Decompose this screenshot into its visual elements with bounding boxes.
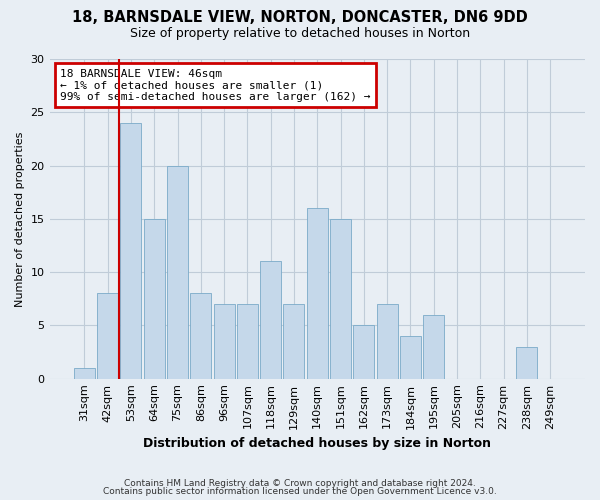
Bar bbox=[307, 208, 328, 378]
Bar bbox=[423, 314, 444, 378]
Bar bbox=[121, 123, 142, 378]
Text: 18, BARNSDALE VIEW, NORTON, DONCASTER, DN6 9DD: 18, BARNSDALE VIEW, NORTON, DONCASTER, D… bbox=[72, 10, 528, 25]
Bar bbox=[283, 304, 304, 378]
Y-axis label: Number of detached properties: Number of detached properties bbox=[15, 131, 25, 306]
Text: Contains HM Land Registry data © Crown copyright and database right 2024.: Contains HM Land Registry data © Crown c… bbox=[124, 478, 476, 488]
Bar bbox=[190, 294, 211, 378]
Bar bbox=[517, 346, 538, 378]
Bar bbox=[377, 304, 398, 378]
Bar bbox=[144, 219, 165, 378]
Text: 18 BARNSDALE VIEW: 46sqm
← 1% of detached houses are smaller (1)
99% of semi-det: 18 BARNSDALE VIEW: 46sqm ← 1% of detache… bbox=[60, 68, 371, 102]
X-axis label: Distribution of detached houses by size in Norton: Distribution of detached houses by size … bbox=[143, 437, 491, 450]
Text: Contains public sector information licensed under the Open Government Licence v3: Contains public sector information licen… bbox=[103, 487, 497, 496]
Bar bbox=[330, 219, 351, 378]
Bar bbox=[353, 326, 374, 378]
Bar bbox=[400, 336, 421, 378]
Bar bbox=[74, 368, 95, 378]
Bar bbox=[237, 304, 258, 378]
Bar bbox=[167, 166, 188, 378]
Bar bbox=[214, 304, 235, 378]
Text: Size of property relative to detached houses in Norton: Size of property relative to detached ho… bbox=[130, 28, 470, 40]
Bar bbox=[97, 294, 118, 378]
Bar bbox=[260, 262, 281, 378]
